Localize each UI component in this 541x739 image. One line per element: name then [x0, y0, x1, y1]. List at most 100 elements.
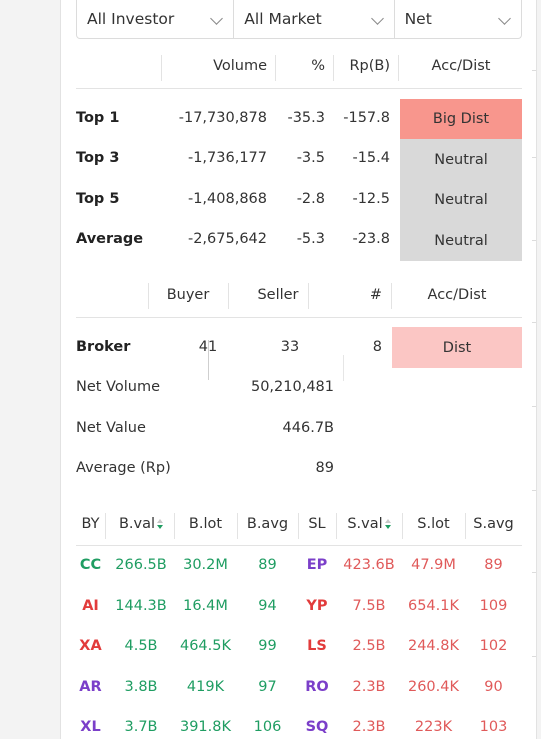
- blot-header[interactable]: B.lot: [188, 516, 223, 532]
- sell-value: 2.3B: [352, 719, 386, 735]
- seller-code[interactable]: SQ: [305, 719, 329, 735]
- net-value-label: Net Value: [76, 420, 146, 436]
- seller-count: 33: [280, 339, 300, 355]
- edge-tick: [532, 572, 536, 573]
- buyer-code[interactable]: AR: [79, 679, 102, 695]
- accdist-badge: Big Dist: [400, 99, 522, 139]
- column-divider: [333, 55, 334, 81]
- buy-value: 144.3B: [115, 598, 167, 614]
- chevron-down-icon: [370, 12, 384, 25]
- column-divider: [308, 283, 309, 309]
- sval-header[interactable]: S.val: [336, 516, 402, 532]
- header-divider: [76, 545, 522, 546]
- buy-avg: 97: [258, 679, 277, 695]
- bval-header-label: B.val: [118, 516, 156, 532]
- market-select-value: All Market: [244, 10, 322, 28]
- average-price-value: 89: [315, 460, 334, 476]
- buy-avg: 106: [253, 719, 282, 735]
- accdist-badge: Neutral: [400, 139, 522, 180]
- sort-icon: [384, 519, 391, 529]
- header-divider: [76, 317, 522, 318]
- divider: [343, 355, 344, 381]
- buyer-code[interactable]: XL: [80, 719, 101, 735]
- edge-tick: [532, 656, 536, 657]
- column-divider: [336, 513, 337, 539]
- row-label: Top 5: [76, 191, 120, 207]
- bval-header[interactable]: B.val: [108, 516, 174, 532]
- buy-value: 4.5B: [124, 638, 158, 654]
- mode-select-value: Net: [404, 10, 432, 28]
- accdist-header: Acc/Dist: [431, 58, 491, 74]
- mode-select[interactable]: Net: [395, 0, 521, 38]
- investor-select-value: All Investor: [87, 10, 175, 28]
- buyer-code[interactable]: CC: [79, 557, 102, 573]
- buy-avg: 89: [258, 557, 277, 573]
- sl-header: SL: [308, 516, 326, 532]
- sell-avg: 102: [479, 638, 508, 654]
- volume-value: -1,736,177: [187, 150, 267, 166]
- buy-lot: 391.8K: [179, 719, 232, 735]
- sort-icon: [157, 519, 164, 529]
- pct-value: -5.3: [296, 231, 325, 247]
- sval-header-label: S.val: [347, 516, 383, 532]
- broker-accdist-badge: Dist: [392, 327, 522, 368]
- market-select[interactable]: All Market: [234, 0, 395, 38]
- seller-code[interactable]: EP: [306, 557, 328, 573]
- rp-value: -157.8: [343, 110, 390, 126]
- slot-header[interactable]: S.lot: [417, 516, 450, 532]
- column-divider: [402, 513, 403, 539]
- sell-lot: 244.8K: [407, 638, 460, 654]
- edge-tick: [532, 240, 536, 241]
- seller-code[interactable]: RO: [305, 679, 329, 695]
- chevron-down-icon: [210, 12, 224, 25]
- buy-lot: 419K: [186, 679, 225, 695]
- pct-value: -3.5: [296, 150, 325, 166]
- sell-lot: 47.9M: [411, 557, 456, 573]
- sell-value: 7.5B: [352, 598, 386, 614]
- column-divider: [161, 55, 162, 81]
- net-volume-label: Net Volume: [76, 379, 160, 395]
- column-divider: [398, 55, 399, 81]
- seller-code[interactable]: LS: [307, 638, 327, 654]
- pct-header: %: [311, 58, 325, 74]
- column-divider: [237, 513, 238, 539]
- sell-avg: 89: [484, 557, 503, 573]
- accdist-badge: Neutral: [400, 180, 522, 220]
- row-label: Top 1: [76, 110, 120, 126]
- net-volume-value: 50,210,481: [250, 379, 334, 395]
- seller-code[interactable]: YP: [306, 598, 328, 614]
- buy-avg: 99: [258, 638, 277, 654]
- divider: [208, 340, 209, 380]
- column-divider: [391, 283, 392, 309]
- bavg-header[interactable]: B.avg: [246, 516, 289, 532]
- volume-value: -17,730,878: [178, 110, 267, 126]
- buyer-header: Buyer: [166, 287, 210, 303]
- column-divider: [465, 513, 466, 539]
- column-divider: [298, 513, 299, 539]
- buy-value: 3.7B: [124, 719, 158, 735]
- volume-value: -1,408,868: [187, 191, 267, 207]
- savg-header[interactable]: S.avg: [473, 516, 514, 532]
- row-label: Top 3: [76, 150, 120, 166]
- volume-header: Volume: [213, 58, 267, 74]
- investor-select[interactable]: All Investor: [77, 0, 235, 38]
- column-divider: [275, 55, 276, 81]
- net-value-value: 446.7B: [282, 420, 334, 436]
- buyer-code[interactable]: AI: [82, 598, 99, 614]
- broker-accdist-header: Acc/Dist: [427, 287, 487, 303]
- sell-avg: 90: [484, 679, 503, 695]
- by-header: BY: [81, 516, 100, 532]
- filter-bar: All Investor All Market Net: [76, 0, 522, 39]
- header-divider: [76, 88, 522, 89]
- sell-avg: 103: [479, 719, 508, 735]
- sell-lot: 654.1K: [407, 598, 460, 614]
- buyer-code[interactable]: XA: [79, 638, 102, 654]
- sell-value: 423.6B: [343, 557, 395, 573]
- row-label: Average: [76, 231, 144, 247]
- rp-value: -15.4: [352, 150, 390, 166]
- column-divider: [174, 513, 175, 539]
- average-price-label: Average (Rp): [76, 460, 171, 476]
- sell-lot: 223K: [414, 719, 453, 735]
- buy-avg: 94: [258, 598, 277, 614]
- sell-avg: 109: [479, 598, 508, 614]
